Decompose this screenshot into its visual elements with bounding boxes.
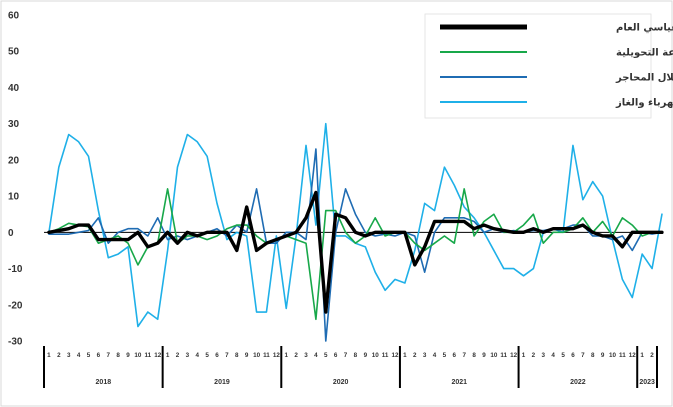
y-tick-label-8: -20: [8, 300, 23, 311]
x-tick-label-36: 1: [403, 352, 407, 359]
x-tick-label-15: 4: [195, 352, 199, 359]
x-tick-label-2: 3: [67, 352, 71, 359]
x-tick-label-31: 8: [354, 352, 358, 359]
x-tick-label-30: 7: [344, 352, 348, 359]
x-tick-label-26: 3: [304, 352, 308, 359]
x-tick-label-8: 9: [126, 352, 130, 359]
x-tick-label-60: 1: [640, 352, 644, 359]
x-tick-label-55: 8: [591, 352, 595, 359]
x-tick-label-47: 12: [510, 352, 518, 359]
x-tick-label-21: 10: [253, 352, 261, 359]
x-tick-label-58: 11: [619, 352, 626, 359]
x-tick-label-44: 9: [482, 352, 486, 359]
y-tick-label-6: 0: [8, 228, 14, 239]
x-tick-label-32: 9: [364, 352, 368, 359]
x-tick-label-22: 11: [263, 352, 270, 359]
y-tick-label-3: 30: [8, 119, 20, 130]
x-tick-label-43: 8: [472, 352, 476, 359]
x-tick-label-18: 7: [225, 352, 229, 359]
y-tick-label-1: 50: [8, 47, 20, 58]
y-tick-label-5: 10: [8, 192, 20, 203]
year-label-0: 2018: [96, 379, 112, 386]
x-tick-label-6: 7: [107, 352, 111, 359]
x-tick-label-7: 8: [116, 352, 120, 359]
x-tick-label-48: 1: [522, 352, 526, 359]
x-tick-label-61: 2: [650, 352, 654, 359]
x-tick-label-11: 12: [154, 352, 162, 359]
x-tick-label-25: 2: [294, 352, 298, 359]
y-tick-label-0: 60: [8, 11, 20, 22]
x-tick-label-12: 1: [166, 352, 170, 359]
x-tick-label-19: 8: [235, 352, 239, 359]
legend-box: [424, 13, 652, 119]
x-tick-label-17: 6: [215, 352, 219, 359]
x-tick-label-1: 2: [57, 352, 61, 359]
x-tick-label-33: 10: [372, 352, 380, 359]
x-tick-label-53: 6: [571, 352, 575, 359]
x-tick-label-41: 6: [453, 352, 457, 359]
x-tick-label-23: 12: [273, 352, 281, 359]
year-label-5: 2023: [639, 379, 655, 386]
x-tick-label-38: 3: [423, 352, 427, 359]
year-label-2: 2020: [333, 379, 349, 386]
x-tick-label-51: 4: [551, 352, 555, 359]
legend-label-1: التعدين واستغلال المحاجر: [615, 73, 673, 84]
x-tick-label-35: 12: [391, 352, 399, 359]
x-tick-label-50: 3: [542, 352, 546, 359]
x-tick-label-13: 2: [176, 352, 180, 359]
legend-label-0: إمدادات الكهرباء والغاز: [615, 98, 673, 109]
x-tick-label-9: 10: [134, 352, 142, 359]
x-tick-label-46: 11: [500, 352, 507, 359]
year-label-3: 2021: [451, 379, 467, 386]
x-tick-label-27: 4: [314, 352, 318, 359]
year-label-4: 2022: [570, 379, 586, 386]
y-tick-label-4: 20: [8, 155, 20, 166]
x-tick-label-59: 12: [629, 352, 637, 359]
x-tick-label-14: 3: [186, 352, 190, 359]
x-tick-label-0: 1: [47, 352, 51, 359]
x-tick-label-42: 7: [462, 352, 466, 359]
x-tick-label-3: 4: [77, 352, 81, 359]
x-tick-label-57: 10: [609, 352, 617, 359]
legend-label-2: الصناعة التحويلية: [616, 48, 673, 59]
x-tick-label-49: 2: [532, 352, 536, 359]
x-tick-label-40: 5: [443, 352, 447, 359]
x-tick-label-4: 5: [87, 352, 91, 359]
x-tick-label-5: 6: [97, 352, 101, 359]
x-tick-label-29: 6: [334, 352, 338, 359]
y-tick-label-2: 40: [8, 83, 20, 94]
x-tick-label-37: 2: [413, 352, 417, 359]
x-tick-label-54: 7: [581, 352, 585, 359]
series-line-3: [47, 190, 664, 314]
x-tick-label-34: 11: [382, 352, 389, 359]
x-tick-label-56: 9: [601, 352, 605, 359]
x-tick-label-39: 4: [433, 352, 437, 359]
x-tick-label-28: 5: [324, 352, 328, 359]
x-tick-label-52: 5: [561, 352, 565, 359]
x-tick-label-24: 1: [284, 352, 288, 359]
x-tick-label-16: 5: [205, 352, 209, 359]
y-tick-label-9: -30: [8, 337, 23, 348]
y-tick-label-7: -10: [8, 264, 23, 275]
x-tick-label-10: 11: [144, 352, 151, 359]
x-tick-label-45: 10: [490, 352, 498, 359]
year-label-1: 2019: [214, 379, 230, 386]
x-tick-label-20: 9: [245, 352, 249, 359]
legend-label-3: الرقم القياسي العام: [616, 23, 673, 34]
